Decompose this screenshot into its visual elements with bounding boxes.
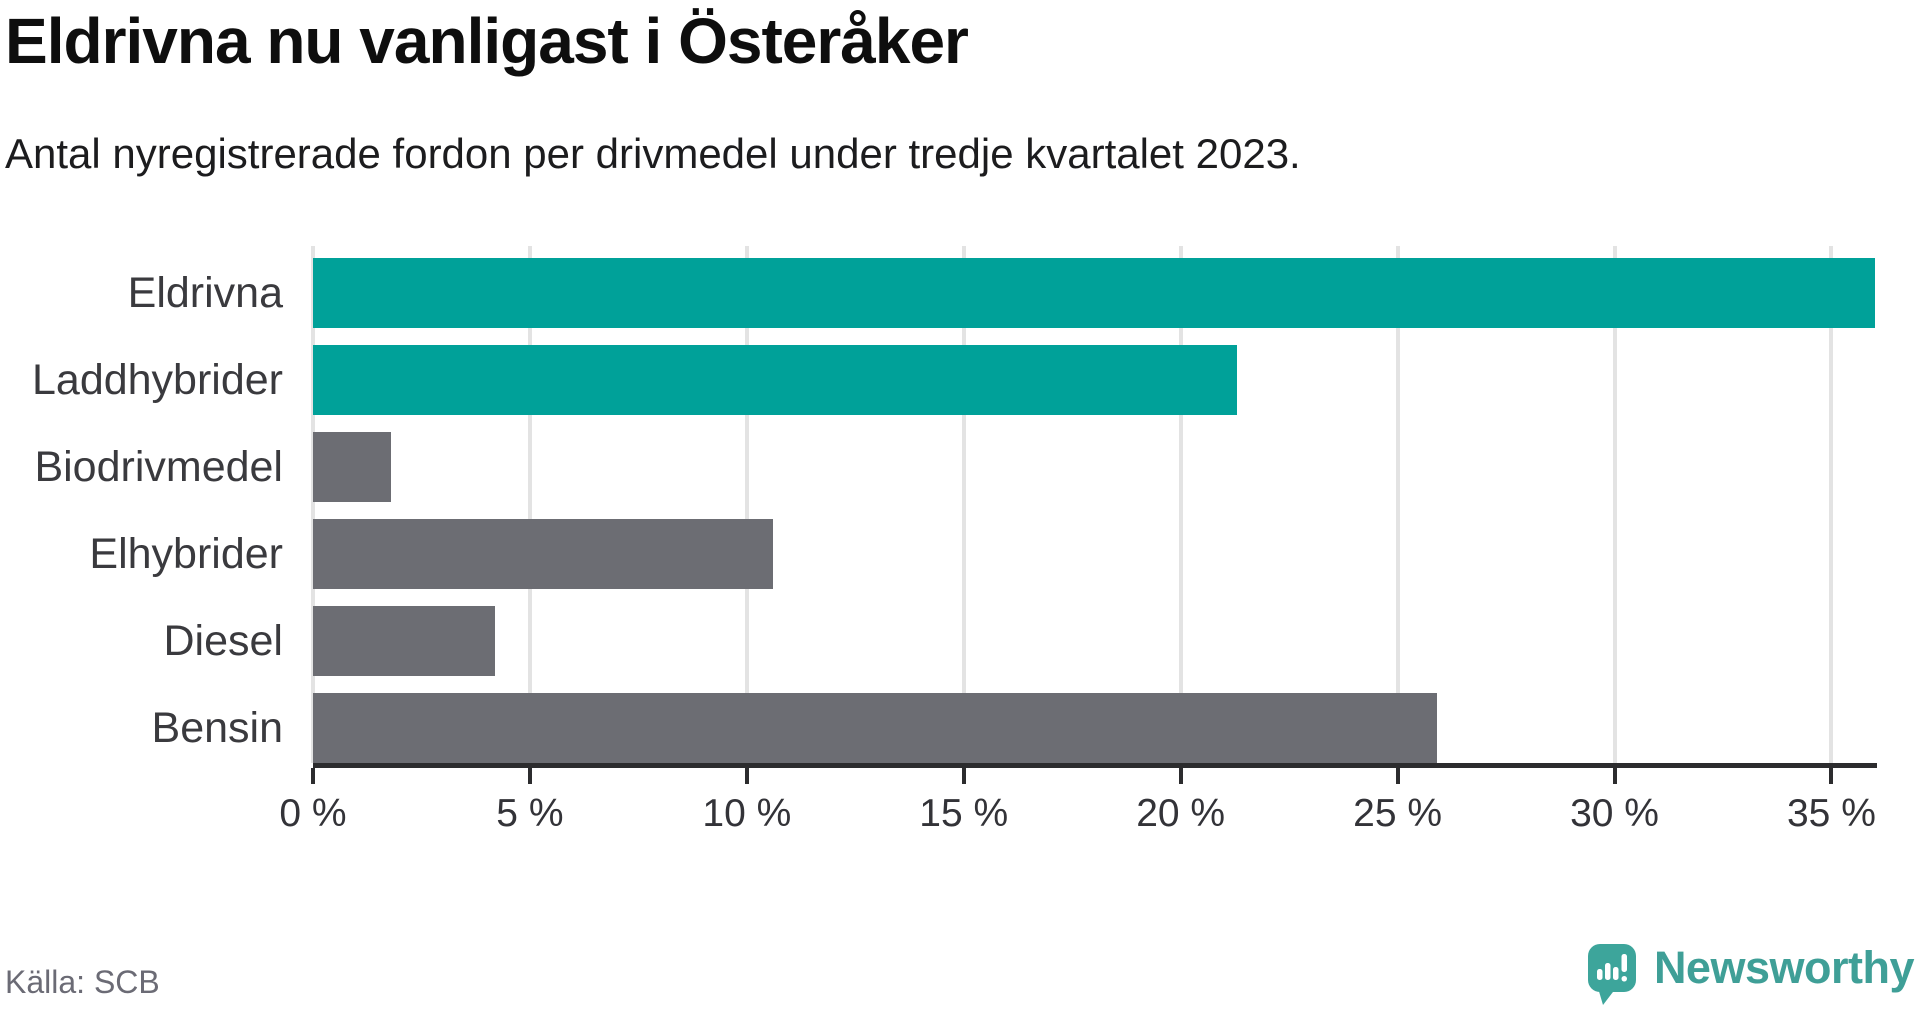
category-label-elhybrider: Elhybrider — [89, 530, 283, 578]
bar-laddhybrider — [313, 345, 1238, 415]
chart-title: Eldrivna nu vanligast i Österåker — [5, 5, 969, 77]
newsworthy-wordmark: Newsworthy — [1653, 942, 1915, 993]
x-axis-tick-15 — [961, 768, 966, 784]
x-axis-tick-label: 0 % — [279, 792, 347, 835]
x-axis-line — [313, 763, 1877, 768]
gridline-30 — [1612, 246, 1617, 763]
source-note: Källa: SCB — [5, 964, 160, 1000]
x-axis-tick-25 — [1395, 768, 1400, 784]
category-label-eldrivna: Eldrivna — [127, 269, 283, 317]
x-axis-tick-label: 15 % — [919, 792, 1009, 835]
x-axis-tick-label: 20 % — [1136, 792, 1226, 835]
x-axis-tick-label: 25 % — [1353, 792, 1443, 835]
gridline-20 — [1178, 246, 1183, 763]
gridline-10 — [744, 246, 749, 763]
gridline-5 — [527, 246, 532, 763]
x-axis-tick-label: 10 % — [702, 792, 792, 835]
x-axis-tick-10 — [744, 768, 749, 784]
plot-area: 0 % 5 % 10 % 15 % 20 % 25 % 30 % 35 % Eldrivna La… — [32, 246, 1877, 835]
bar-biodrivmedel — [313, 432, 392, 502]
x-axis-tick-label: 30 % — [1570, 792, 1659, 835]
chart-subtitle: Antal nyregistrerade fordon per drivmede… — [5, 130, 1301, 177]
x-axis-tick-0 — [311, 768, 315, 784]
newsworthy-logo-icon — [1587, 944, 1636, 1005]
gridline-35 — [1829, 246, 1834, 763]
x-axis-tick-label: 5 % — [496, 792, 564, 835]
x-axis-tick-35 — [1829, 768, 1834, 784]
newsworthy-logo: Newsworthy — [1587, 942, 1915, 1006]
gridline-25 — [1395, 246, 1400, 763]
bar-eldrivna — [313, 258, 1875, 328]
gridline-15 — [961, 246, 966, 763]
category-label-laddhybrider: Laddhybrider — [31, 356, 283, 404]
bar-elhybrider — [313, 519, 773, 589]
bar-bensin — [313, 693, 1437, 763]
bar-diesel — [313, 606, 496, 676]
gridline-0 — [311, 246, 315, 763]
x-axis-tick-5 — [527, 768, 532, 784]
category-label-biodrivmedel: Biodrivmedel — [34, 443, 283, 491]
x-axis-tick-20 — [1178, 768, 1183, 784]
category-label-bensin: Bensin — [151, 704, 283, 752]
x-axis-tick-30 — [1612, 768, 1617, 784]
x-axis-tick-label: 35 % — [1786, 792, 1876, 835]
category-label-diesel: Diesel — [163, 617, 284, 665]
